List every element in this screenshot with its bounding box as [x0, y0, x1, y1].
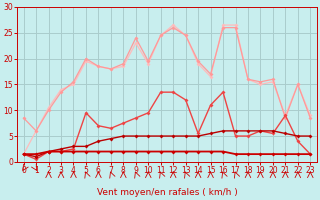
- X-axis label: Vent moyen/en rafales ( km/h ): Vent moyen/en rafales ( km/h ): [97, 188, 237, 197]
